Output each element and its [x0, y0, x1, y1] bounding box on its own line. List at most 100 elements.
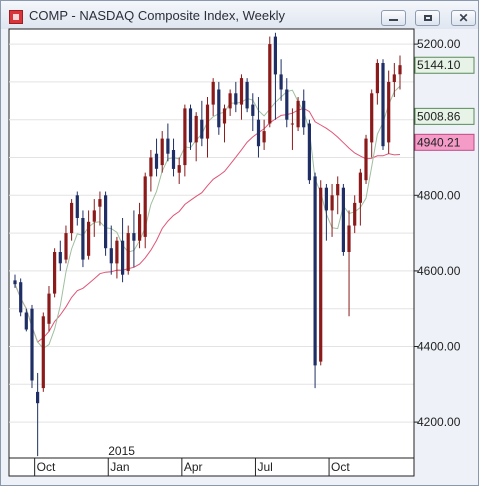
candle [47, 286, 51, 332]
close-button[interactable]: ✕ [451, 10, 476, 26]
candle-body [370, 93, 374, 143]
maximize-icon [423, 15, 432, 21]
candle-body [81, 218, 85, 260]
candle [166, 123, 170, 162]
candle-body [296, 100, 300, 128]
value-label-ma-fast: 5008.86 [414, 107, 475, 125]
time-tick-label: Jul [257, 460, 272, 474]
candle-body [41, 316, 45, 389]
candle-body [228, 93, 232, 109]
candle [358, 168, 362, 226]
candle-body [138, 214, 142, 241]
candle-body [30, 308, 34, 381]
candle [81, 210, 85, 268]
candle [41, 312, 45, 392]
candle [188, 104, 193, 150]
candle [324, 183, 328, 241]
candle [217, 81, 221, 135]
candle [138, 202, 142, 249]
candle-body [53, 252, 57, 294]
candle-body [109, 248, 113, 264]
candle-body [256, 119, 261, 147]
candle [392, 63, 396, 98]
candle [121, 217, 125, 283]
candle-body [347, 225, 351, 252]
candle [24, 308, 28, 332]
candle [239, 74, 244, 120]
candle [177, 157, 181, 184]
candle-body [217, 89, 221, 128]
time-axis: Oct Jan Apr Jul Oct 2015 [34, 444, 350, 476]
candle-body [149, 157, 153, 177]
candle [132, 210, 136, 268]
chart-app-icon [9, 10, 23, 24]
candle [160, 131, 164, 173]
time-tick-label: Jan [110, 460, 129, 474]
candle-body [262, 131, 266, 143]
time-tick-label: Apr [184, 460, 203, 474]
candle [19, 278, 23, 317]
window-title: COMP - NASDAQ Composite Index, Weekly [29, 8, 285, 23]
candle [30, 304, 34, 389]
candle-body [285, 89, 289, 120]
candles [13, 32, 402, 457]
value-label-text: 5144.10 [417, 58, 461, 72]
candle-body [13, 280, 17, 285]
candle-body [121, 240, 125, 275]
candle [104, 191, 108, 256]
candle-body [268, 44, 272, 124]
candle [75, 191, 79, 226]
candle-body [36, 391, 40, 404]
value-label-last-price: 5144.10 [414, 56, 475, 74]
candle [222, 104, 227, 143]
candle [347, 210, 351, 317]
candle-body [234, 93, 238, 105]
candle [126, 225, 130, 275]
title-bar[interactable]: COMP - NASDAQ Composite Index, Weekly ✕ [1, 1, 478, 29]
candle-body [336, 184, 340, 196]
candle-body [183, 108, 187, 166]
candle-body [126, 233, 130, 271]
candle-body [364, 138, 368, 181]
minimize-icon [389, 19, 398, 21]
value-labels: 5144.10 5008.86 4940.21 [414, 56, 475, 151]
candle-body [398, 65, 402, 75]
candle-body [154, 153, 159, 169]
candle [154, 138, 159, 177]
candle-body [319, 187, 323, 362]
candle [375, 59, 379, 105]
candle-body [381, 63, 385, 147]
close-icon: ✕ [458, 11, 469, 25]
candle [262, 119, 266, 150]
candle-body [324, 187, 328, 211]
candle [279, 59, 283, 101]
candle [109, 225, 113, 275]
candle-body [177, 165, 181, 173]
candle-body [115, 240, 119, 264]
plot-area[interactable] [8, 28, 415, 477]
candle-body [47, 293, 51, 324]
candle-body [171, 150, 176, 169]
candle [211, 78, 215, 116]
candle-body [279, 74, 283, 90]
candle-body [302, 100, 306, 128]
candle [296, 97, 300, 132]
candle-body [87, 221, 91, 256]
minimize-button[interactable] [381, 10, 406, 26]
price-tick-label: 5200.00 [417, 37, 461, 51]
candle-body [19, 282, 23, 313]
value-label-box [414, 133, 475, 151]
time-tick-label: Oct [331, 460, 350, 474]
candle [115, 236, 119, 279]
candle [234, 81, 238, 113]
candle-body [330, 195, 334, 211]
candle [13, 274, 17, 288]
maximize-button[interactable] [415, 10, 440, 26]
candle [200, 100, 204, 147]
candle-body [160, 138, 164, 166]
candle-body [188, 108, 193, 143]
candle [307, 119, 311, 184]
price-tick-label: 4600.00 [417, 264, 461, 278]
candle-body [166, 138, 170, 154]
candle [36, 372, 40, 457]
